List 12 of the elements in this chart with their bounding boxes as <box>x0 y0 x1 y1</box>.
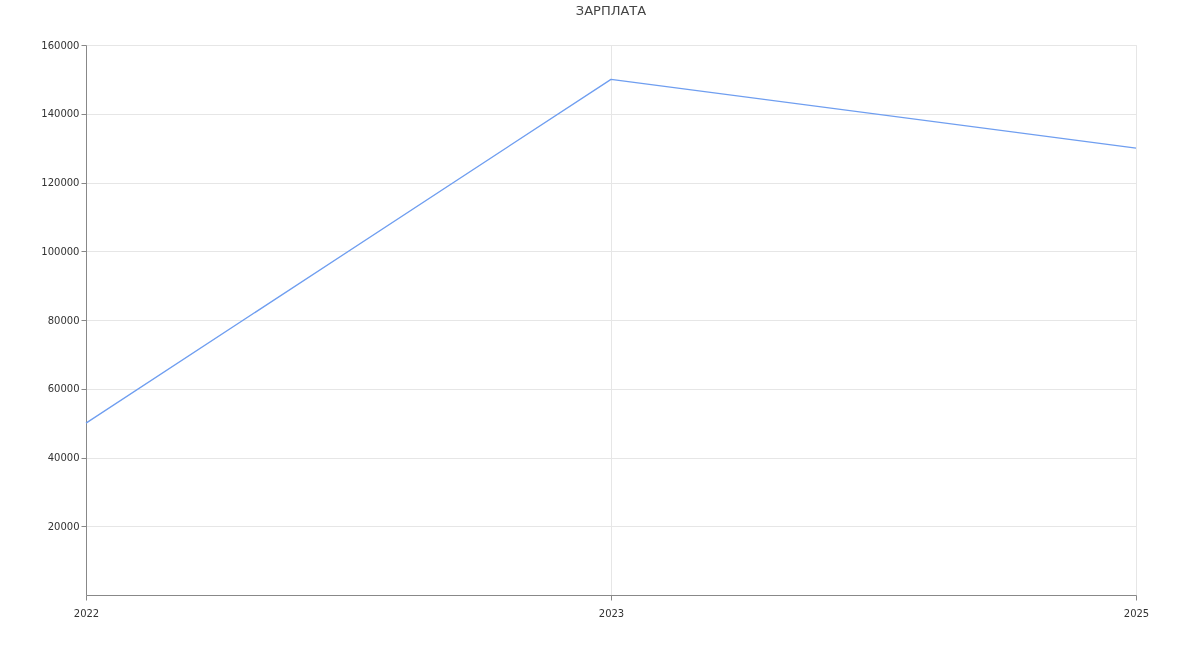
y-tick-label: 40000 <box>47 452 80 463</box>
y-tick-label: 100000 <box>41 245 80 257</box>
chart-title: ЗАРПЛАТА <box>575 3 647 18</box>
y-tick-label: 120000 <box>41 177 80 188</box>
y-tick-label: 140000 <box>41 108 80 120</box>
y-tick-label: 80000 <box>47 314 80 326</box>
y-tick-label: 20000 <box>47 520 80 532</box>
x-tick-label: 2023 <box>598 607 625 619</box>
x-tick-label: 2025 <box>1123 607 1150 619</box>
y-tick-label: 160000 <box>41 39 80 51</box>
x-tick-label: 2022 <box>73 607 100 619</box>
y-tick-label: 60000 <box>47 383 80 395</box>
